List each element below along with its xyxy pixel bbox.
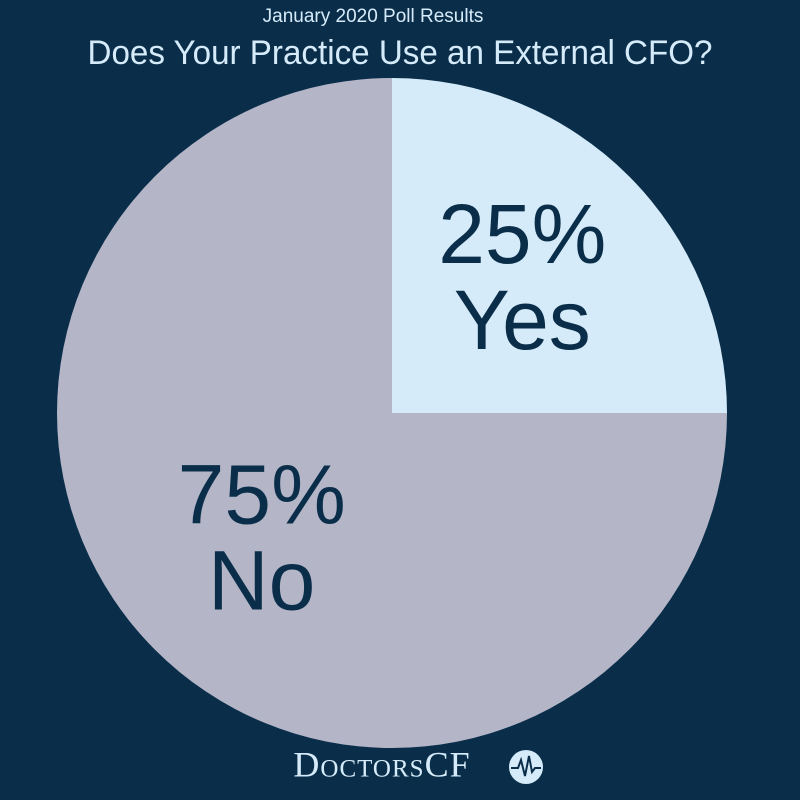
chart-subtitle: January 2020 Poll Results bbox=[263, 6, 484, 27]
category-label: No bbox=[208, 533, 315, 627]
category-label: Yes bbox=[454, 273, 591, 367]
value-label: 75% bbox=[178, 447, 346, 541]
logo: DoctorsCF bbox=[293, 744, 543, 784]
pie-slice bbox=[57, 78, 727, 748]
logo-text: DoctorsCF bbox=[293, 744, 470, 784]
value-label: 25% bbox=[438, 187, 606, 281]
pie: 25%Yes 75%No bbox=[57, 78, 727, 748]
logo-pulse bbox=[511, 755, 541, 777]
chart-title: Does Your Practice Use an External CFO? bbox=[88, 34, 713, 72]
pie-slice bbox=[392, 78, 727, 413]
